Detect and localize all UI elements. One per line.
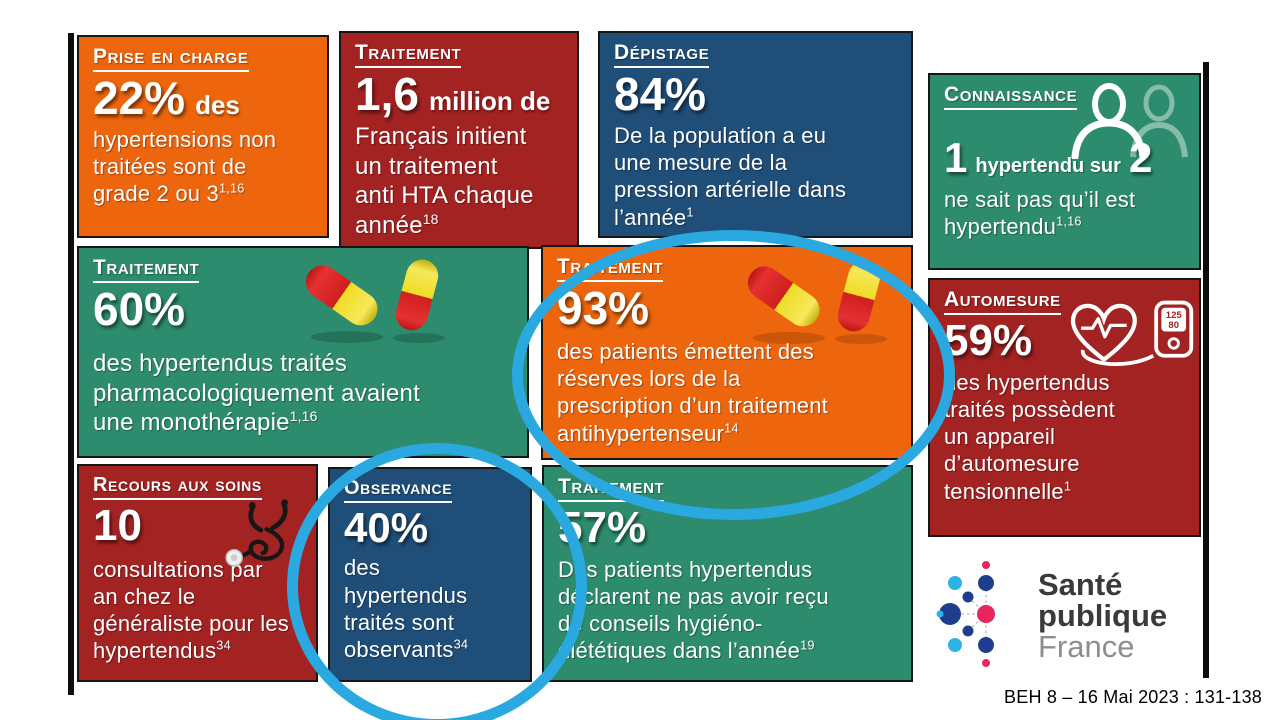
right-border-bar [1203,62,1209,678]
footnote-ref: 1 [1063,478,1072,494]
tile-category-label: Automesure [944,288,1061,316]
tile-category-label: Observance [344,477,453,503]
footnote-ref: 1,16 [289,408,318,425]
two-people-icon [1071,83,1188,159]
footnote-ref: 34 [453,636,469,652]
logo-line-publique: publique [1038,597,1168,633]
stat-value: 10 [93,501,142,550]
footnote-ref: 19 [800,638,815,654]
bp-systolic-value: 125 [1166,310,1183,321]
body-text: des hypertendus traités sont observants [344,555,468,663]
stat-value: 40% [344,504,429,551]
tile-prise-en-charge: Prise en charge 22% des hypertensions non… [77,35,329,238]
tile-body: Des patients hypertendus déclarent ne pa… [558,556,846,665]
tile-stat: 1,6 million de [355,68,563,121]
tile-category-label: Prise en charge [93,45,249,73]
body-text: ne sait pas qu’il est hypertendu [944,187,1136,240]
tile-category-label: Traitement [355,41,462,69]
tile-stat: 22% des [93,72,313,125]
tile-category-label: Traitement [93,256,200,284]
tile-traitement-monotherapie: Traitement 60% des hypertendus traités p… [77,246,529,458]
body-text: consultations par an chez le généraliste… [93,556,290,664]
sante-publique-france-logo: Santé publique France [936,540,1202,690]
tile-traitement-conseils: Traitement 57% Des patients hypertendus … [542,465,913,682]
footnote-ref: 1,16 [218,181,245,197]
logo-dots-icon [936,561,995,667]
tile-recours-aux-soins: Recours aux soins 10 consultations par a… [77,464,318,682]
tile-stat: 84% [614,68,897,121]
tile-body: hypertensions non traitées sont de grade… [93,126,285,208]
tile-traitement-initiation: Traitement 1,6 million de Français initie… [339,31,579,249]
body-text: Français initient un traitement anti HTA… [355,122,534,240]
footnote-ref: 34 [216,637,231,653]
citation-reference: BEH 8 – 16 Mai 2023 : 131-138 [1004,687,1262,707]
tile-stat: 60% [93,283,513,336]
stat-mid: hypertendu sur [975,155,1121,178]
body-text: hypertensions non traitées sont de grade… [93,126,277,207]
tile-depistage: Dépistage 84% De la population a eu une … [598,31,913,238]
tile-body: des hypertendus traités possèdent un app… [944,369,1132,505]
stat-value: 1,6 [355,68,419,121]
left-border-bar [68,33,74,695]
footnote-ref: 18 [422,211,439,228]
bp-diastolic-value: 80 [1168,320,1179,331]
tile-category-label: Recours aux soins [93,474,262,500]
tile-category-label: Traitement [557,255,664,283]
tile-observance: Observance 40% des hypertendus traités s… [328,467,532,682]
footnote-ref: 1,16 [1056,214,1082,230]
tile-category-label: Traitement [558,475,665,503]
footnote-ref: 1 [686,204,694,220]
stat-value: 84% [614,68,707,121]
heart-bp-monitor-icon: 125 80 [1070,300,1194,367]
tile-category-label: Connaissance [944,83,1078,111]
tile-body: Français initient un traitement anti HTA… [355,122,541,241]
tile-stat: 10 [93,502,302,550]
stat-value: 22% [93,72,186,125]
tile-automesure: 125 80 Automesure 59% des hypertendus tr… [928,278,1201,537]
tile-connaissance: Connaissance 1 hypertendu sur 2 ne sait pa… [928,73,1201,270]
stat-suffix: des [195,90,240,121]
logo-line-sante: Santé [1038,566,1123,602]
stethoscope-icon [225,499,288,567]
pills-icon [747,260,887,344]
footnote-ref: 14 [724,420,739,436]
stat-value: 60% [93,283,186,336]
tile-stat: 93% [557,282,897,335]
tile-body: des hypertendus traités sont observants3… [344,554,486,663]
body-text: Des patients hypertendus déclarent ne pa… [558,556,829,664]
body-text: De la population a eu une mesure de la p… [614,122,847,230]
body-text: des hypertendus traités pharmacologiquem… [93,349,420,437]
stat-left: 1 [944,134,968,182]
body-text: des patients émettent des réserves lors … [557,338,828,446]
tile-body: des patients émettent des réserves lors … [557,338,859,447]
logo-line-france: France [1038,628,1135,664]
tile-body: De la population a eu une mesure de la p… [614,122,852,231]
logo-wordmark: Santé publique France [1038,569,1167,662]
stat-value: 93% [557,282,650,335]
stat-value: 57% [558,503,647,553]
pills-icon [305,259,445,343]
tile-category-label: Dépistage [614,41,710,69]
tile-body: consultations par an chez le généraliste… [93,556,289,665]
body-text: des hypertendus traités possèdent un app… [944,369,1115,504]
tile-body: des hypertendus traités pharmacologiquem… [93,349,445,438]
tile-stat: 40% [344,504,516,551]
tile-stat: 59% [944,317,1185,365]
tile-stat: 57% [558,504,897,552]
tile-body: ne sait pas qu’il est hypertendu1,16 [944,186,1185,241]
tile-traitement-reserves: Traitement 93% des patients émettent des… [541,245,913,460]
stat-value: 59% [944,316,1033,366]
stat-suffix: million de [428,86,551,117]
